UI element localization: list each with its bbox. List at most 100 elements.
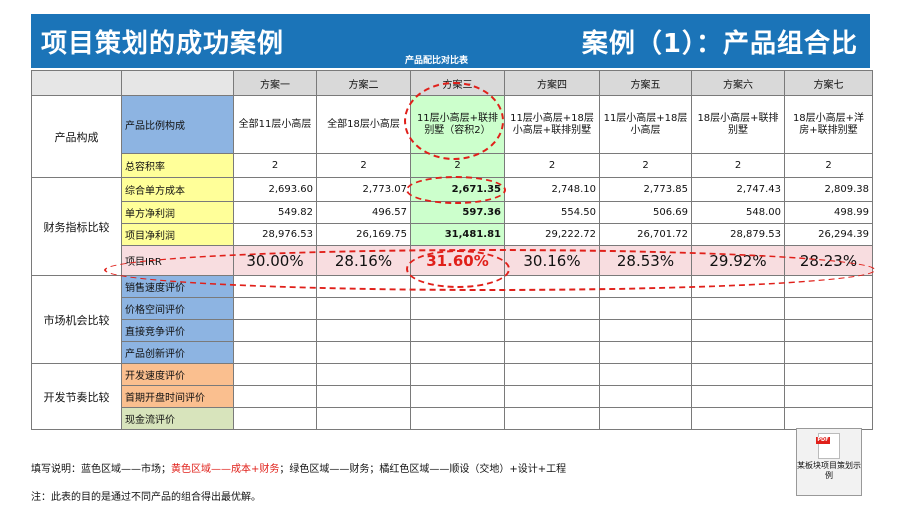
table-cell: 31,481.81 bbox=[410, 223, 505, 246]
table-cell: 30.00% bbox=[233, 245, 317, 276]
row-label: 价格空间评价 bbox=[121, 297, 234, 320]
page-title: 项目策划的成功案例 bbox=[41, 29, 285, 59]
group-label: 开发节奏比较 bbox=[31, 363, 122, 430]
comparison-table: 方案一 方案二 方案三 方案四 方案五 方案六 方案七 产品构成 产品比例构成 … bbox=[31, 70, 873, 430]
table-row: 价格空间评价 bbox=[32, 297, 873, 320]
table-cell bbox=[233, 385, 317, 408]
column-header: 方案四 bbox=[504, 70, 600, 96]
table-cell: 2,693.60 bbox=[233, 177, 317, 202]
table-cell: 554.50 bbox=[504, 201, 600, 224]
table-cell bbox=[233, 275, 317, 298]
table-cell: 11层小高层+18层小高层+联排别墅 bbox=[504, 95, 600, 154]
table-row: 单方净利润 549.82 496.57 597.36 554.50 506.69… bbox=[32, 201, 873, 224]
attachment-file[interactable]: PDF 某板块项目策划示例 bbox=[796, 428, 862, 496]
table-cell bbox=[784, 407, 873, 430]
row-label: 综合单方成本 bbox=[121, 177, 234, 202]
table-cell: 26,701.72 bbox=[599, 223, 692, 246]
table-row: 现金流评价 bbox=[32, 407, 873, 430]
row-label: 直接竞争评价 bbox=[121, 319, 234, 342]
table-cell bbox=[410, 407, 505, 430]
table-cell: 2,748.10 bbox=[504, 177, 600, 202]
table-cell bbox=[504, 319, 600, 342]
table-cell: 26,169.75 bbox=[316, 223, 411, 246]
header-blank bbox=[121, 70, 234, 96]
table-cell bbox=[504, 363, 600, 386]
table-cell bbox=[410, 385, 505, 408]
table-cell bbox=[784, 275, 873, 298]
table-row: 总容积率 2 2 2 2 2 2 2 bbox=[32, 153, 873, 178]
column-header: 方案一 bbox=[233, 70, 317, 96]
row-label: 现金流评价 bbox=[121, 407, 234, 430]
table-cell: 597.36 bbox=[410, 201, 505, 224]
table-cell bbox=[784, 341, 873, 364]
table-cell: 2 bbox=[691, 153, 785, 178]
table-cell bbox=[784, 385, 873, 408]
table-cell: 2,773.85 bbox=[599, 177, 692, 202]
attachment-label: 某板块项目策划示例 bbox=[797, 461, 861, 480]
table-cell bbox=[599, 319, 692, 342]
table-cell bbox=[316, 407, 411, 430]
table-cell bbox=[691, 363, 785, 386]
table-cell bbox=[691, 297, 785, 320]
table-cell bbox=[599, 363, 692, 386]
table-cell bbox=[410, 275, 505, 298]
table-cell bbox=[233, 363, 317, 386]
legend-text: 填写说明：蓝色区域——市场；黄色区域——成本+财务；绿色区域——财务；橘红色区域… bbox=[31, 460, 566, 475]
legend-suffix: ；绿色区域——财务；橘红色区域——顺设（交地）+设计+工程 bbox=[279, 464, 567, 475]
table-row: 首期开盘时间评价 bbox=[32, 385, 873, 408]
table-cell: 28.23% bbox=[784, 245, 873, 276]
table-cell bbox=[410, 363, 505, 386]
table-cell: 2,747.43 bbox=[691, 177, 785, 202]
table-cell: 548.00 bbox=[691, 201, 785, 224]
table-row: 产品构成 产品比例构成 全部11层小高层 全部18层小高层 11层小高层+联排别… bbox=[31, 95, 873, 178]
table-cell: 28,976.53 bbox=[233, 223, 317, 246]
row-label: 首期开盘时间评价 bbox=[121, 385, 234, 408]
table-cell bbox=[233, 341, 317, 364]
table-cell bbox=[504, 341, 600, 364]
table-cell bbox=[599, 385, 692, 408]
column-header: 方案三 bbox=[410, 70, 505, 96]
table-cell: 2 bbox=[233, 153, 317, 178]
table-subheading: 产品配比对比表 bbox=[405, 56, 469, 66]
table-cell bbox=[599, 407, 692, 430]
column-header: 方案二 bbox=[316, 70, 411, 96]
table-cell: 18层小高层+洋房+联排别墅 bbox=[784, 95, 873, 154]
table-cell: 28.53% bbox=[599, 245, 692, 276]
table-cell bbox=[233, 407, 317, 430]
table-cell: 2,809.38 bbox=[784, 177, 873, 202]
table-cell: 506.69 bbox=[599, 201, 692, 224]
table-cell bbox=[599, 275, 692, 298]
table-cell: 29,222.72 bbox=[504, 223, 600, 246]
table-cell: 498.99 bbox=[784, 201, 873, 224]
table-cell: 26,294.39 bbox=[784, 223, 873, 246]
table-cell: 18层小高层+联排别墅 bbox=[691, 95, 785, 154]
table-cell bbox=[784, 297, 873, 320]
header-blank bbox=[31, 70, 122, 96]
footnote: 注：此表的目的是通过不同产品的组合得出最优解。 bbox=[31, 492, 261, 503]
table-cell: 全部11层小高层 bbox=[233, 95, 317, 154]
table-cell bbox=[691, 341, 785, 364]
header-row: 方案一 方案二 方案三 方案四 方案五 方案六 方案七 bbox=[31, 70, 873, 96]
table-cell bbox=[504, 407, 600, 430]
table-cell bbox=[316, 341, 411, 364]
table-cell: 28.16% bbox=[316, 245, 411, 276]
table-cell: 全部18层小高层 bbox=[316, 95, 411, 154]
table-cell bbox=[691, 319, 785, 342]
table-cell: 2 bbox=[784, 153, 873, 178]
column-header: 方案六 bbox=[691, 70, 785, 96]
row-label: 项目净利润 bbox=[121, 223, 234, 246]
table-cell: 496.57 bbox=[316, 201, 411, 224]
row-label: 产品创新评价 bbox=[121, 341, 234, 364]
table-cell bbox=[691, 385, 785, 408]
table-cell bbox=[599, 341, 692, 364]
table-cell bbox=[233, 297, 317, 320]
table-cell bbox=[691, 407, 785, 430]
row-label: 总容积率 bbox=[121, 153, 234, 178]
table-cell bbox=[316, 297, 411, 320]
title-banner: 项目策划的成功案例 案例（1）：产品组合比 bbox=[31, 14, 870, 68]
table-cell bbox=[410, 297, 505, 320]
table-row: 市场机会比较 销售速度评价 bbox=[31, 275, 873, 364]
column-header: 方案五 bbox=[599, 70, 692, 96]
column-header: 方案七 bbox=[784, 70, 873, 96]
table-cell: 11层小高层+18层小高层 bbox=[599, 95, 692, 154]
